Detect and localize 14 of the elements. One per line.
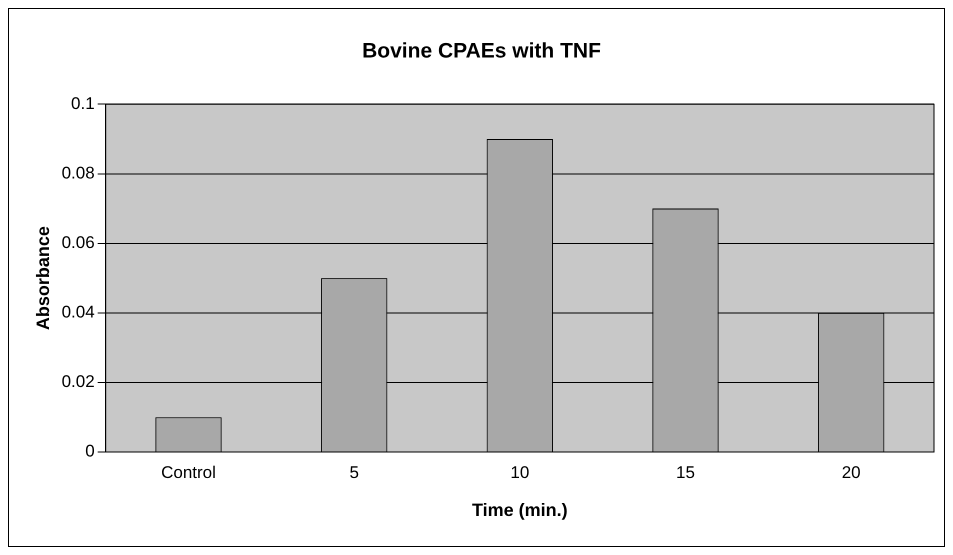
chart-title: Bovine CPAEs with TNF bbox=[362, 39, 602, 62]
x-tick-label: 20 bbox=[842, 462, 861, 482]
x-tick-label: 10 bbox=[510, 462, 530, 482]
y-tick-label: 0.04 bbox=[62, 302, 95, 322]
y-tick-label: 0.08 bbox=[62, 163, 95, 182]
x-axis-title: Time (min.) bbox=[472, 500, 568, 520]
y-axis-title: Absorbance bbox=[32, 226, 53, 330]
x-tick-label: Control bbox=[161, 462, 216, 482]
y-tick-label: 0.02 bbox=[62, 372, 95, 392]
x-tick-label: 5 bbox=[349, 462, 359, 482]
y-tick-label: 0 bbox=[85, 442, 95, 461]
x-tick-label: 15 bbox=[676, 462, 695, 482]
y-tick-label: 0.1 bbox=[71, 94, 95, 113]
y-tick-label: 0.06 bbox=[62, 233, 95, 252]
